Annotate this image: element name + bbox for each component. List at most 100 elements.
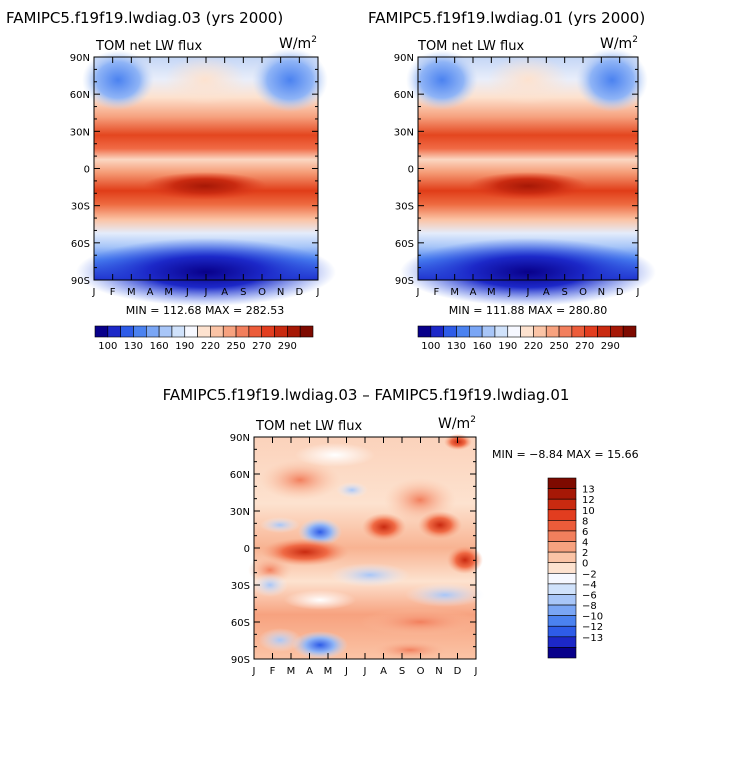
x-tick-label: J [316,287,320,298]
panel-title: FAMIPC5.f19f19.lwdiag.03 – FAMIPC5.f19f1… [163,386,570,404]
x-tick-label: J [416,287,420,298]
x-tick-label: D [295,287,303,298]
min-max-stats: MIN = −8.84 MAX = 15.66 [492,448,639,461]
colorbar-swatch [558,325,573,338]
x-tick-label: A [470,287,477,298]
colorbar-swatch [468,325,483,338]
x-tick-label: N [277,287,284,298]
y-tick-label: 0 [408,165,414,176]
x-tick-label: A [543,287,550,298]
x-tick-label: M [487,287,496,298]
subtitle-left: TOM net LW flux [417,39,524,54]
colorbar-swatch [547,625,577,638]
colorbar-swatch [107,325,121,338]
svg-text:W/m2: W/m2 [600,35,638,52]
colorbar-swatch [622,325,637,338]
panel-title: FAMIPC5.f19f19.lwdiag.01 (yrs 2000) [368,9,645,27]
y-tick-label: 30S [71,202,90,213]
colorbar-swatch [299,325,314,338]
colorbar-label: 250 [550,341,569,352]
x-tick-label: N [435,666,442,677]
x-tick-label: M [324,666,333,677]
x-tick-label: N [598,287,605,298]
svg-text:W/m2: W/m2 [438,415,476,432]
colorbar-swatch [547,530,577,542]
colorbar-swatch [547,636,577,648]
units: W/m [438,416,470,432]
x-tick-label: S [561,287,567,298]
panel-title: FAMIPC5.f19f19.lwdiag.03 (yrs 2000) [6,9,283,27]
units: W/m [279,36,311,52]
colorbar-label: 130 [447,341,466,352]
colorbar-label: 160 [473,341,492,352]
colorbar-label: 4 [582,538,588,549]
colorbar-swatch [235,325,250,338]
colorbar-swatch [547,477,577,489]
x-tick-label: F [270,666,276,677]
x-tick-label: A [221,287,228,298]
colorbar-swatch [547,488,577,500]
colorbar: 100 130 160 190 220 250 270 290 [94,325,314,352]
x-tick-label: M [450,287,459,298]
units-exponent: 2 [632,35,638,45]
x-tick-label: M [127,287,136,298]
colorbar-label: −4 [582,580,597,591]
x-tick-label: O [417,666,425,677]
colorbar-swatch [547,594,577,606]
colorbar-swatch [584,325,598,338]
colorbar-label: −6 [582,590,597,601]
x-tick-label: J [507,287,511,298]
x-tick-label: J [636,287,640,298]
x-tick-label: J [344,666,348,677]
colorbar-swatch [597,325,611,338]
colorbar-swatch [94,325,109,338]
x-tick-label: A [306,666,313,677]
colorbar-swatch [547,604,577,616]
y-tick-label: 90N [230,433,250,444]
colorbar-swatch [547,541,577,553]
x-tick-label: J [204,287,208,298]
colorbar-swatch [547,551,577,564]
colorbar: 100 130 160 190 220 250 270 290 [417,325,637,352]
colorbar-swatch [261,325,275,338]
colorbar-swatch [274,325,288,338]
colorbar-label: 190 [498,341,517,352]
x-tick-label: A [147,287,154,298]
y-tick-label: 90N [70,53,90,64]
x-tick-label: J [92,287,96,298]
field [248,434,485,660]
colorbar-label: 10 [582,506,595,517]
x-tick-label: O [258,287,266,298]
colorbar-label: 220 [524,341,543,352]
y-tick-label: 30S [395,202,414,213]
colorbar-label: 8 [582,516,588,527]
colorbar-label: 290 [601,341,620,352]
y-tick-label: 90S [395,276,414,287]
subtitle-left: TOM net LW flux [95,39,202,54]
colorbar-swatch [610,325,624,338]
x-tick-label: J [252,666,256,677]
colorbar-swatch [184,325,198,338]
colorbar-label: 160 [150,341,169,352]
colorbar-swatch [547,520,577,532]
x-tick-label: D [454,666,462,677]
colorbar-label: 100 [421,341,440,352]
colorbar-swatch [547,498,577,511]
colorbar-label: 250 [227,341,246,352]
colorbar-swatch [417,325,432,338]
y-tick-label: 90S [71,276,90,287]
field [400,48,656,306]
colorbar-swatch [197,325,211,338]
x-tick-label: F [110,287,116,298]
colorbar-label: 220 [201,341,220,352]
x-tick-label: J [185,287,189,298]
colorbar-swatch [545,325,560,338]
units: W/m [600,36,632,52]
field [76,48,336,306]
units-exponent: 2 [470,415,476,425]
colorbar-swatch [547,583,577,595]
colorbar-swatch [210,325,224,338]
y-tick-label: 30N [70,127,90,138]
colorbar-swatch [287,325,301,338]
